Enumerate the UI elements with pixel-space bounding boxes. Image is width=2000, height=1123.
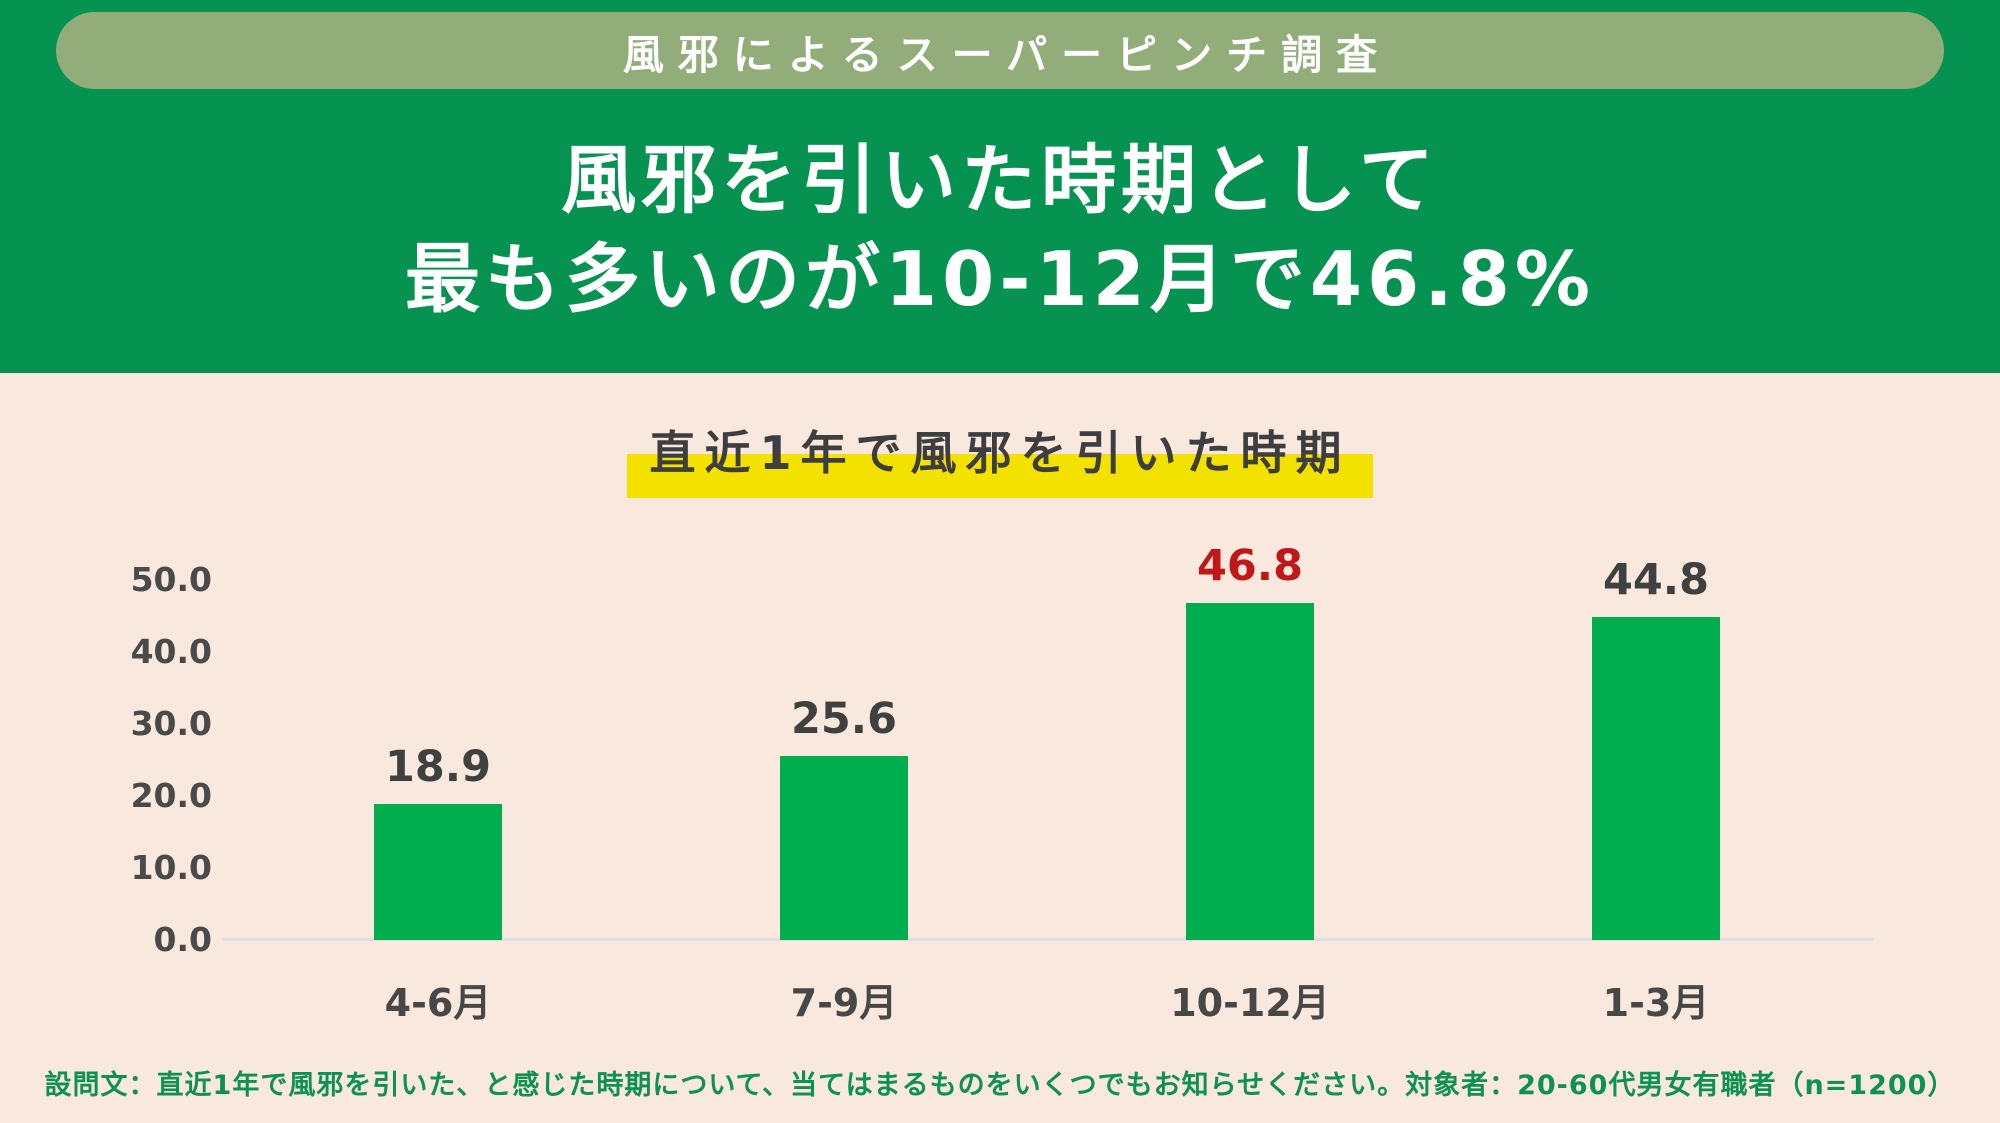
page-title-line-1: 風邪を引いた時期として — [561, 136, 1439, 224]
bar-value-label-7-9月: 25.6 — [790, 693, 898, 744]
x-axis-category-label: 1-3月 — [1602, 981, 1710, 1025]
x-axis-category-label: 7-9月 — [790, 981, 898, 1025]
x-axis-category-label: 10-12月 — [1170, 981, 1330, 1025]
bar-value-label-10-12月: 46.8 — [1196, 541, 1304, 592]
header-banner: 風邪によるスーパーピンチ調査 風邪を引いた時期として 最も多いのが10-12月で… — [0, 0, 2000, 373]
y-axis-tick-label: 30.0 — [130, 704, 212, 743]
survey-badge-pill: 風邪によるスーパーピンチ調査 — [56, 12, 1944, 89]
bar-value-label-1-3月: 44.8 — [1602, 555, 1710, 606]
y-axis-tick-label: 40.0 — [130, 632, 212, 671]
chart-title-wrap: 直近1年で風邪を引いた時期 — [0, 430, 2000, 498]
page-title: 風邪を引いた時期として 最も多いのが10-12月で46.8% — [0, 131, 2000, 329]
bar-10-12月 — [1186, 603, 1314, 940]
y-axis-tick-label: 20.0 — [130, 776, 212, 815]
footer-survey-note: 設問文：直近1年で風邪を引いた、と感じた時期について、当てはまるものをいくつでも… — [44, 1070, 1956, 1101]
chart-baseline-axis — [222, 938, 1874, 941]
bar-1-3月 — [1592, 617, 1720, 940]
chart-title-highlighted: 直近1年で風邪を引いた時期 — [627, 430, 1373, 498]
x-axis-category-label: 4-6月 — [384, 981, 492, 1025]
page-title-line-2: 最も多いのが10-12月で46.8% — [404, 235, 1596, 323]
y-axis-tick-label: 10.0 — [130, 848, 212, 887]
survey-badge-label: 風邪によるスーパーピンチ調査 — [622, 30, 1392, 79]
bar-4-6月 — [374, 803, 502, 940]
y-axis-tick-label: 0.0 — [153, 920, 212, 959]
bar-value-label-4-6月: 18.9 — [384, 741, 492, 792]
bar-7-9月 — [780, 755, 908, 940]
y-axis-tick-label: 50.0 — [130, 560, 212, 599]
